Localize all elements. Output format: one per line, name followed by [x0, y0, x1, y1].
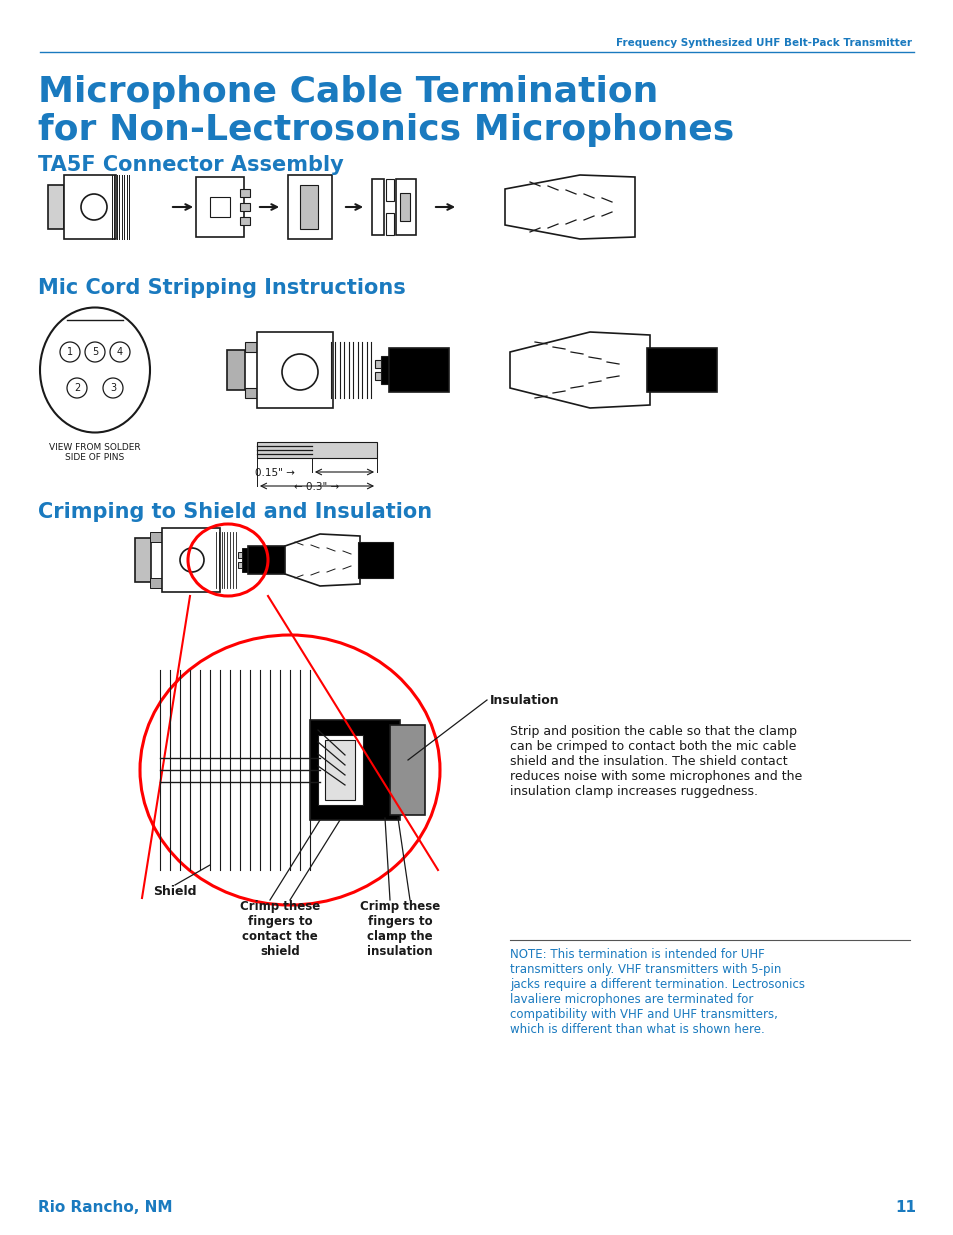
Bar — [237, 552, 248, 558]
Circle shape — [110, 342, 130, 362]
Bar — [237, 562, 248, 568]
Bar — [245, 342, 256, 352]
Text: Strip and position the cable so that the clamp
can be crimped to contact both th: Strip and position the cable so that the… — [510, 725, 801, 798]
Text: Microphone Cable Termination: Microphone Cable Termination — [38, 75, 658, 109]
Bar — [240, 189, 250, 198]
Bar — [288, 175, 332, 240]
Bar — [375, 359, 389, 368]
Text: Crimping to Shield and Insulation: Crimping to Shield and Insulation — [38, 501, 432, 522]
Bar — [389, 348, 449, 391]
Text: Shield: Shield — [153, 885, 196, 898]
Bar — [390, 725, 424, 815]
Bar — [210, 198, 230, 217]
Bar — [150, 532, 162, 542]
Text: Crimp these
fingers to
clamp the
insulation: Crimp these fingers to clamp the insulat… — [359, 900, 439, 958]
Text: Frequency Synthesized UHF Belt-Pack Transmitter: Frequency Synthesized UHF Belt-Pack Tran… — [616, 38, 911, 48]
Ellipse shape — [40, 308, 150, 432]
Bar — [399, 193, 410, 221]
Text: Rio Rancho, NM: Rio Rancho, NM — [38, 1200, 172, 1215]
Bar — [646, 348, 717, 391]
Bar — [395, 179, 416, 235]
Text: Insulation: Insulation — [490, 694, 559, 706]
Polygon shape — [504, 175, 635, 240]
Text: NOTE: This termination is intended for UHF
transmitters only. VHF transmitters w: NOTE: This termination is intended for U… — [510, 948, 804, 1036]
Polygon shape — [510, 332, 649, 408]
Circle shape — [81, 194, 107, 220]
Polygon shape — [285, 534, 359, 585]
Bar — [357, 542, 393, 578]
Bar — [325, 740, 355, 800]
Bar — [256, 442, 376, 458]
Text: Mic Cord Stripping Instructions: Mic Cord Stripping Instructions — [38, 278, 405, 298]
Circle shape — [103, 378, 123, 398]
Bar — [162, 529, 220, 592]
Bar — [375, 372, 389, 380]
Bar — [195, 177, 244, 237]
Bar — [310, 720, 399, 820]
Text: Crimp these
fingers to
contact the
shield: Crimp these fingers to contact the shiel… — [239, 900, 320, 958]
Text: 1: 1 — [67, 347, 73, 357]
Circle shape — [180, 548, 204, 572]
Text: for Non-Lectrosonics Microphones: for Non-Lectrosonics Microphones — [38, 112, 734, 147]
Bar — [150, 578, 162, 588]
Bar — [135, 538, 151, 582]
Circle shape — [60, 342, 80, 362]
Bar — [386, 179, 394, 201]
Text: ← 0.3" →: ← 0.3" → — [294, 482, 339, 492]
Text: 2: 2 — [73, 383, 80, 393]
Bar — [372, 179, 384, 235]
Text: 11: 11 — [894, 1200, 915, 1215]
Text: 5: 5 — [91, 347, 98, 357]
Bar — [317, 735, 363, 805]
Text: 0.15" →: 0.15" → — [254, 468, 294, 478]
Text: TA5F Connector Assembly: TA5F Connector Assembly — [38, 156, 343, 175]
Text: VIEW FROM SOLDER
SIDE OF PINS: VIEW FROM SOLDER SIDE OF PINS — [50, 443, 141, 462]
Bar — [240, 217, 250, 225]
Bar — [256, 332, 333, 408]
Bar — [242, 548, 248, 572]
Bar — [386, 212, 394, 235]
Bar — [248, 546, 288, 574]
Bar — [48, 185, 64, 228]
Circle shape — [67, 378, 87, 398]
Text: 4: 4 — [117, 347, 123, 357]
Bar — [245, 388, 256, 398]
Text: 3: 3 — [110, 383, 116, 393]
Circle shape — [85, 342, 105, 362]
Circle shape — [282, 354, 317, 390]
Bar — [64, 175, 116, 240]
Bar — [299, 185, 317, 228]
Bar — [240, 203, 250, 211]
Bar — [227, 350, 245, 390]
Bar — [380, 356, 389, 384]
